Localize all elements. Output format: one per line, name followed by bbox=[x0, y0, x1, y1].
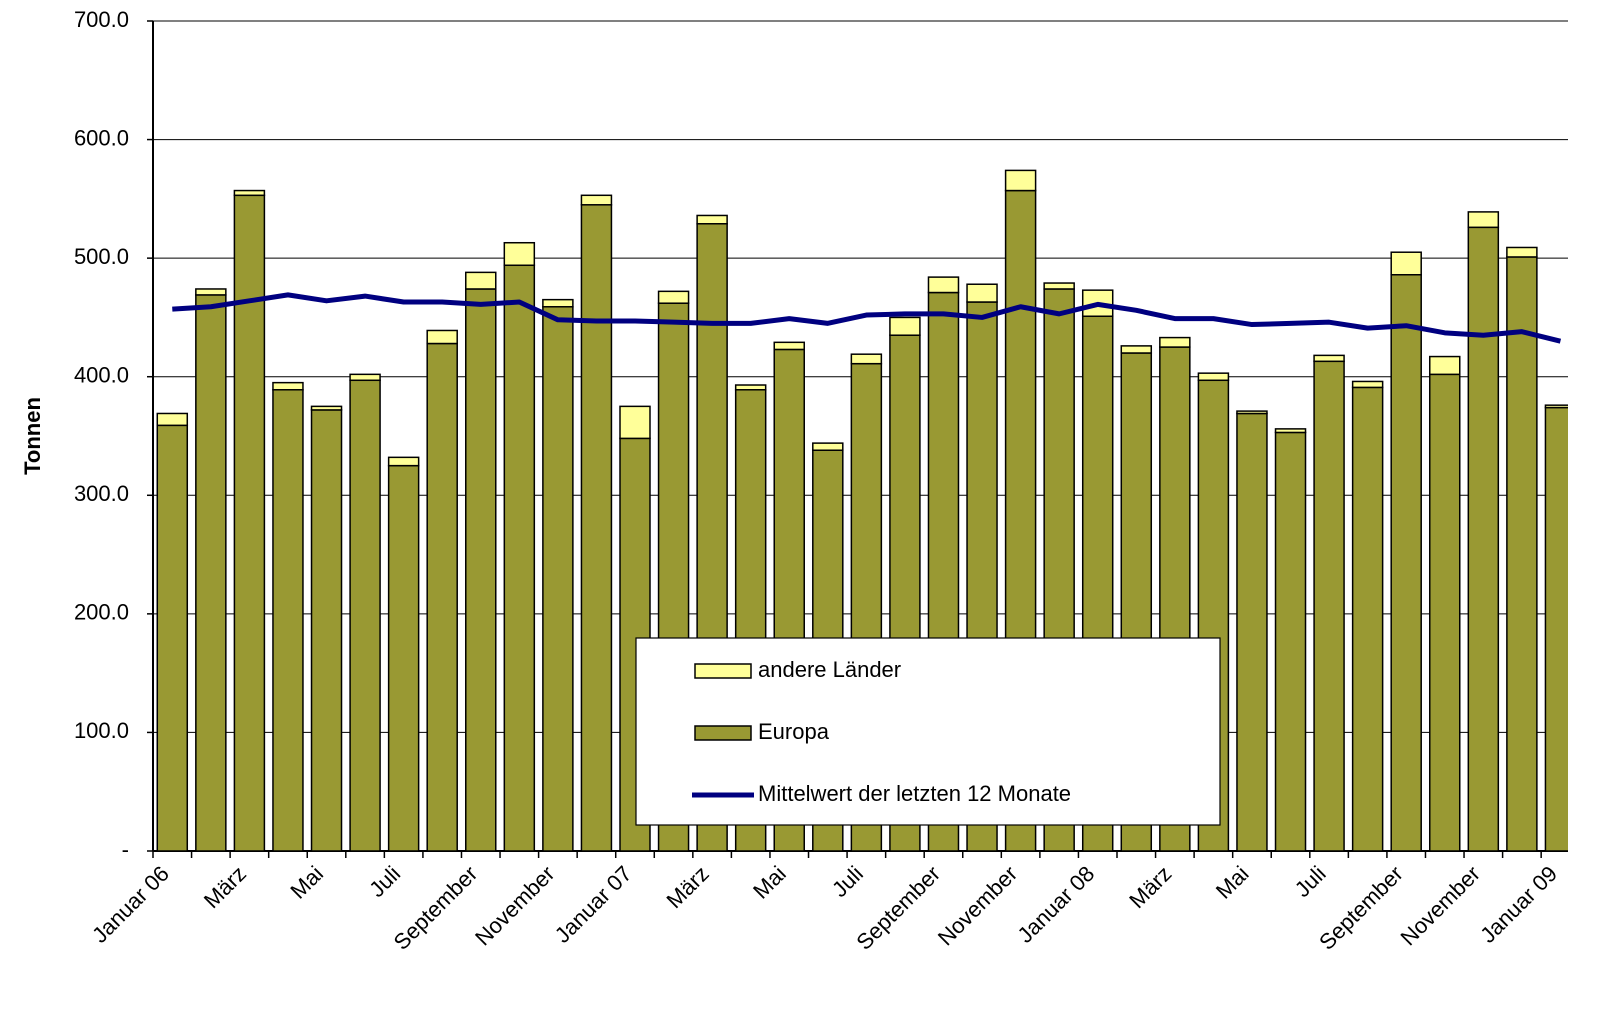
bar-segment bbox=[1506, 256, 1538, 852]
bar-segment bbox=[1429, 373, 1461, 852]
bar-segment bbox=[465, 288, 497, 852]
x-tick-label: März bbox=[199, 861, 251, 913]
x-tick-label: Juli bbox=[827, 861, 868, 902]
legend-label: Mittelwert der letzten 12 Monate bbox=[758, 781, 1071, 806]
bar-segment bbox=[812, 442, 844, 451]
bar-segment bbox=[426, 342, 458, 852]
bar-segment bbox=[1236, 412, 1268, 852]
bar-segment bbox=[1429, 355, 1461, 376]
x-tick-label: März bbox=[1124, 861, 1176, 913]
bar-segment bbox=[503, 241, 536, 267]
bar-segment bbox=[1004, 169, 1037, 192]
y-tick-label: 700.0 bbox=[74, 7, 129, 32]
bar-segment bbox=[1120, 345, 1153, 354]
y-tick-label: 500.0 bbox=[74, 244, 129, 269]
x-tick-label: Mai bbox=[1211, 861, 1254, 904]
x-tick-label: September bbox=[389, 861, 483, 955]
x-tick-label: Mai bbox=[285, 861, 328, 904]
bar-segment bbox=[1467, 211, 1500, 229]
bar-segment bbox=[1043, 282, 1075, 290]
bar-segment bbox=[1159, 336, 1191, 348]
bar-segment bbox=[195, 288, 227, 296]
legend-swatch bbox=[694, 663, 752, 679]
y-tick-label: 300.0 bbox=[74, 481, 129, 506]
bar-segment bbox=[1544, 406, 1568, 852]
bar-segment bbox=[1390, 251, 1422, 276]
bar-segment bbox=[966, 283, 998, 303]
bar-segment bbox=[1313, 354, 1345, 363]
x-tick-label: Januar 07 bbox=[550, 861, 637, 948]
x-tick-label: September bbox=[1314, 861, 1408, 955]
bar-segment bbox=[1390, 273, 1422, 852]
x-tick-label: Januar 09 bbox=[1475, 861, 1562, 948]
bar-segment bbox=[503, 264, 536, 852]
legend-entries: andere Länder Europa Mittelwert der letzte… bbox=[692, 657, 1071, 806]
bar-segment bbox=[1197, 372, 1230, 382]
x-tick-label: November bbox=[1396, 861, 1485, 950]
bar-segment bbox=[233, 194, 266, 852]
x-tick-label: Juli bbox=[364, 861, 405, 902]
bar-segment bbox=[889, 316, 921, 336]
bar-segment bbox=[1313, 360, 1345, 852]
bar-segment bbox=[387, 456, 420, 467]
legend-label: andere Länder bbox=[758, 657, 901, 682]
bar-segment bbox=[1544, 404, 1568, 409]
bar-segment bbox=[310, 409, 343, 852]
bar-segment bbox=[195, 294, 227, 852]
bar-segment bbox=[272, 389, 304, 852]
line-series bbox=[172, 292, 1562, 344]
bar-segment bbox=[1274, 428, 1307, 434]
x-tick-label: Januar 08 bbox=[1012, 861, 1099, 948]
bar-segment bbox=[542, 306, 574, 852]
bar-segment bbox=[1506, 246, 1538, 258]
bar-segment bbox=[349, 379, 381, 852]
y-tick-label: 600.0 bbox=[74, 125, 129, 150]
bar-segment bbox=[465, 271, 497, 290]
x-tick-label: März bbox=[662, 861, 714, 913]
bar-segment bbox=[773, 341, 805, 351]
y-tick-label: - bbox=[122, 837, 129, 862]
x-tick-label: November bbox=[933, 861, 1022, 950]
bar-segment bbox=[1274, 431, 1307, 852]
bar-segment bbox=[156, 412, 189, 427]
bar-segment bbox=[233, 189, 266, 197]
x-tick-label: November bbox=[470, 861, 559, 950]
bar-segment bbox=[580, 204, 613, 852]
bar-segment bbox=[426, 329, 458, 345]
bar-segment bbox=[580, 194, 613, 206]
x-tick-label: Juli bbox=[1290, 861, 1331, 902]
bar-segment bbox=[927, 276, 960, 294]
x-tick-label: Januar 06 bbox=[87, 861, 174, 948]
y-tick-label: 200.0 bbox=[74, 600, 129, 625]
bar-segment bbox=[657, 290, 690, 304]
x-tick-label: September bbox=[851, 861, 945, 955]
x-axis: Januar 06 März Mai JuliSeptemberNovemberJan… bbox=[87, 851, 1562, 955]
bar-segment bbox=[734, 384, 767, 391]
bar-segment bbox=[1467, 226, 1500, 852]
bar-segment bbox=[850, 353, 883, 365]
legend-swatch bbox=[694, 725, 752, 741]
bar-segment bbox=[349, 373, 381, 382]
bar-segment bbox=[156, 424, 189, 852]
bar-segment bbox=[272, 381, 304, 391]
bar-segment bbox=[310, 405, 343, 411]
legend-label: Europa bbox=[758, 719, 830, 744]
bar-segment bbox=[542, 298, 574, 308]
bar-segment bbox=[1351, 380, 1384, 389]
x-tick-label: Mai bbox=[748, 861, 791, 904]
bar-segment bbox=[1236, 410, 1268, 415]
bar-segment bbox=[619, 405, 651, 440]
bar-segment bbox=[696, 214, 728, 225]
bar-segment bbox=[1351, 386, 1384, 852]
y-tick-label: 400.0 bbox=[74, 363, 129, 388]
y-tick-label: 100.0 bbox=[74, 718, 129, 743]
y-axis-label: Tonnen bbox=[20, 397, 45, 475]
bar-segment bbox=[387, 464, 420, 852]
